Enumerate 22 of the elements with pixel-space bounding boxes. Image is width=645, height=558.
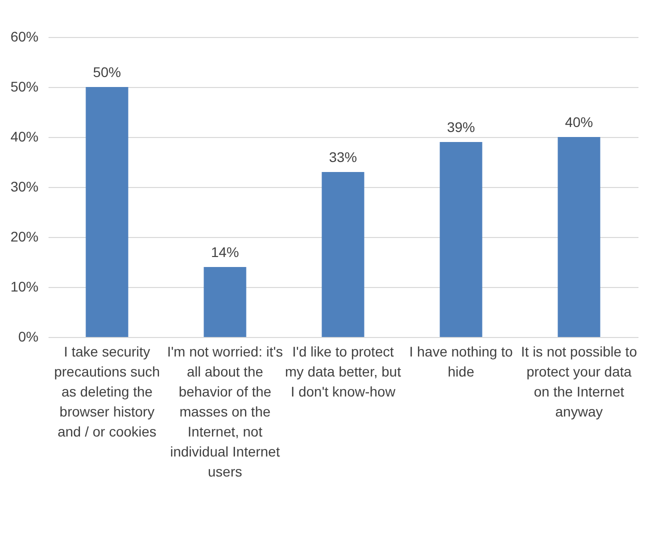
x-tick-label: I have nothing to hide <box>409 344 513 380</box>
x-tick-label: I'm not worried: it's all about the behavior of the masses on the Internet, not individual Internet users <box>167 344 283 480</box>
data-label: 39% <box>446 119 476 135</box>
data-label: 33% <box>328 149 358 165</box>
y-tick-label: 60% <box>10 28 38 44</box>
y-tick-label: 10% <box>10 278 38 294</box>
x-tick-label: I'd like to protect my data better, but I don't know-how <box>285 344 402 400</box>
data-label: 14% <box>210 244 240 260</box>
y-tick-label: 0% <box>18 328 38 344</box>
x-tick-label: I take security precautions such as deleting the browser history and / or cookies <box>54 344 160 440</box>
bar <box>204 267 246 337</box>
bar <box>440 142 482 337</box>
data-label: 40% <box>564 114 594 130</box>
y-tick-label: 40% <box>10 128 38 144</box>
bar <box>86 87 128 337</box>
bar <box>322 172 364 337</box>
y-tick-label: 30% <box>10 178 38 194</box>
data-label: 50% <box>92 64 122 80</box>
y-tick-label: 20% <box>10 228 38 244</box>
x-tick-label: It is not possible to protect your data on the Internet anyway <box>521 344 638 420</box>
y-tick-label: 50% <box>10 78 38 94</box>
bar <box>558 137 600 337</box>
